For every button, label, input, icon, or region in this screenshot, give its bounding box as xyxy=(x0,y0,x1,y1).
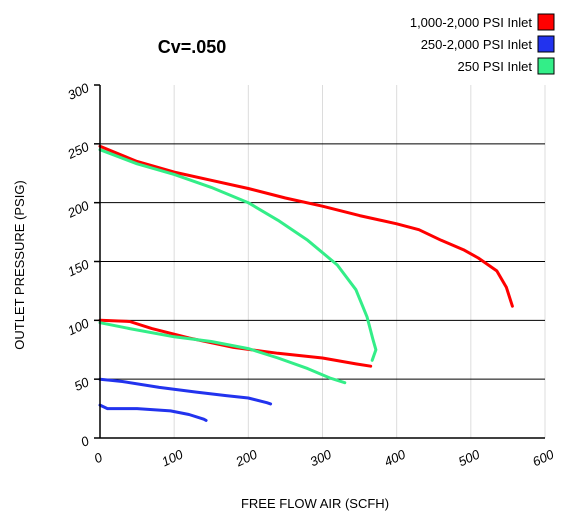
x-tick-label-100: 100 xyxy=(159,446,186,469)
legend-label-3: 250 PSI Inlet xyxy=(458,59,533,74)
legend-swatch-2 xyxy=(537,35,555,53)
series-line-4 xyxy=(98,403,208,422)
legend-label-1: 1,000-2,000 PSI Inlet xyxy=(410,15,533,30)
x-axis-title: FREE FLOW AIR (SCFH) xyxy=(241,496,389,511)
y-axis-title: OUTLET PRESSURE (PSIG) xyxy=(12,180,27,350)
y-tick-label-300: 300 xyxy=(65,80,92,103)
legend-label-2: 250-2,000 PSI Inlet xyxy=(421,37,533,52)
chart-title: Cv=.050 xyxy=(158,37,227,57)
series-line-6 xyxy=(98,321,347,385)
y-tick-label-100: 100 xyxy=(65,315,92,338)
legend: 1,000-2,000 PSI Inlet 250-2,000 PSI Inle… xyxy=(410,13,555,75)
y-tick-label-250: 250 xyxy=(64,139,92,163)
series-line-5 xyxy=(98,148,378,362)
y-tick-label-150: 150 xyxy=(65,256,92,279)
x-tick-label-0: 0 xyxy=(92,449,106,466)
y-tick-label-0: 0 xyxy=(78,433,92,450)
x-tick-labels: 0 100 200 300 400 500 600 xyxy=(92,446,557,470)
series-line-3 xyxy=(98,377,273,406)
series-line-1 xyxy=(98,144,514,308)
y-tick-labels: 0 50 100 150 200 250 300 xyxy=(64,80,92,450)
x-tick-label-200: 200 xyxy=(233,446,261,470)
gridlines xyxy=(100,85,546,438)
x-tick-label-600: 600 xyxy=(530,446,557,469)
x-tick-label-300: 300 xyxy=(308,446,335,469)
y-tick-label-50: 50 xyxy=(72,374,92,394)
legend-swatch-1 xyxy=(537,13,555,31)
x-tick-label-400: 400 xyxy=(382,446,409,469)
series-lines xyxy=(98,144,514,422)
axes xyxy=(94,84,545,439)
series-line-2 xyxy=(98,318,373,368)
x-tick-label-500: 500 xyxy=(456,446,483,469)
legend-swatch-3 xyxy=(537,57,555,75)
y-tick-label-200: 200 xyxy=(64,197,92,221)
